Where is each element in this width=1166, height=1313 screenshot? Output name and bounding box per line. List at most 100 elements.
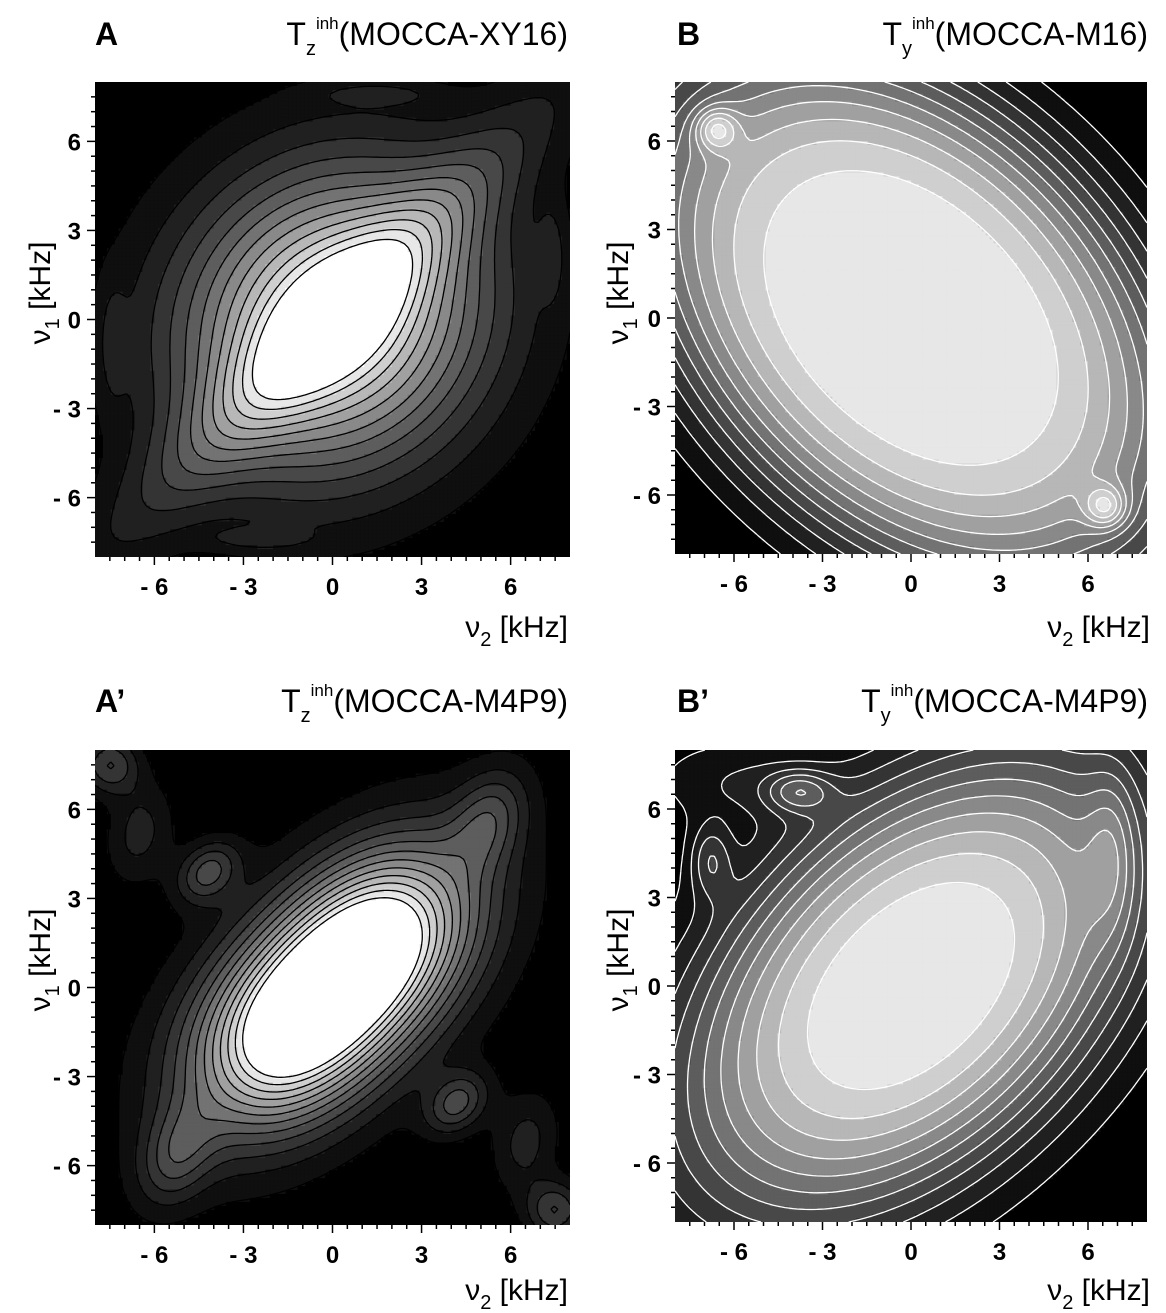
contour-cell <box>281 188 286 194</box>
contour-cell <box>558 244 563 249</box>
contour-cell <box>158 240 163 245</box>
contour-cell <box>530 200 535 206</box>
contour-cell <box>233 113 239 119</box>
contour-cell <box>296 248 302 253</box>
contour-cell <box>530 133 535 139</box>
contour-cell <box>530 224 535 230</box>
contour-cell <box>225 268 231 273</box>
contour-cell <box>241 109 247 115</box>
contour-cell <box>265 275 270 281</box>
contour-cell <box>340 129 345 135</box>
contour-cell <box>372 200 377 206</box>
contour-cell <box>130 236 136 241</box>
contour-cell <box>273 141 278 146</box>
contour-cell <box>193 157 199 162</box>
contour-cell <box>233 188 239 194</box>
contour-cell <box>360 188 365 194</box>
contour-cell <box>237 240 243 245</box>
contour-cell <box>356 248 361 253</box>
contour-cell <box>439 180 444 186</box>
contour-cell <box>348 173 353 178</box>
contour-cell <box>360 117 365 123</box>
contour-cell <box>340 180 345 186</box>
contour-cell <box>554 200 559 206</box>
contour-cell <box>383 177 389 182</box>
contour-cell <box>209 244 215 249</box>
contour-cell <box>98 272 104 277</box>
contour-cell <box>407 169 413 174</box>
contour-cell <box>122 275 128 281</box>
contour-cell <box>364 252 369 257</box>
contour-cell <box>364 208 369 214</box>
contour-cell <box>233 117 239 123</box>
contour-cell <box>415 141 421 146</box>
contour-cell <box>304 141 310 146</box>
contour-cell <box>407 153 413 158</box>
contour-cell <box>182 260 187 265</box>
contour-cell <box>387 188 393 194</box>
contour-cell <box>257 208 262 214</box>
contour-cell <box>336 248 342 253</box>
contour-cell <box>498 232 504 237</box>
contour-cell <box>285 232 290 237</box>
contour-cell <box>463 228 468 234</box>
contour-cell <box>312 125 318 131</box>
contour-cell <box>494 89 500 95</box>
contour-cell <box>142 224 148 230</box>
contour-cell <box>332 180 338 186</box>
contour-cell <box>443 244 448 249</box>
contour-cell <box>542 272 547 277</box>
contour-cell <box>395 93 401 99</box>
contour-cell <box>490 177 496 182</box>
contour-cell <box>221 129 227 135</box>
contour-cell <box>320 232 326 237</box>
contour-cell <box>518 264 524 269</box>
contour-cell <box>486 180 492 186</box>
contour-cell <box>415 268 421 273</box>
contour-cell <box>320 192 326 198</box>
contour-cell <box>308 180 314 186</box>
contour-cell <box>506 228 512 234</box>
contour-cell <box>451 268 456 273</box>
contour-cell <box>166 268 171 273</box>
contour-cell <box>562 228 567 234</box>
contour-cell <box>340 260 345 265</box>
contour-cell <box>265 133 270 139</box>
contour-cell <box>336 149 342 154</box>
contour-cell <box>249 161 254 166</box>
contour-cell <box>498 97 504 103</box>
contour-cell <box>213 204 219 210</box>
contour-cell <box>320 220 326 226</box>
contour-cell <box>241 184 247 190</box>
contour-cell <box>538 161 543 166</box>
contour-cell <box>427 244 433 249</box>
contour-cell <box>542 101 547 107</box>
contour-cell <box>273 220 278 226</box>
contour-cell <box>304 232 310 237</box>
contour-cell <box>376 268 381 273</box>
contour-cell <box>229 220 235 226</box>
contour-cell <box>265 220 270 226</box>
contour-cell <box>550 105 555 111</box>
contour-cell <box>372 89 377 95</box>
contour-cell <box>439 109 444 115</box>
contour-cell <box>241 240 247 245</box>
contour-cell <box>324 252 330 257</box>
contour-cell <box>514 105 520 111</box>
contour-cell <box>431 165 437 170</box>
contour-cell <box>554 113 559 119</box>
contour-cell <box>376 109 381 115</box>
contour-cell <box>494 244 500 249</box>
contour-cell <box>514 153 520 158</box>
contour-cell <box>467 240 472 245</box>
contour-cell <box>395 141 401 146</box>
contour-cell <box>380 260 385 265</box>
contour-cell <box>352 180 357 186</box>
contour-cell <box>435 184 440 190</box>
contour-cell <box>423 149 429 154</box>
contour-cell <box>308 129 314 135</box>
contour-cell <box>142 252 148 257</box>
contour-cell <box>312 272 318 277</box>
contour-cell <box>522 93 528 99</box>
contour-cell <box>455 149 460 154</box>
